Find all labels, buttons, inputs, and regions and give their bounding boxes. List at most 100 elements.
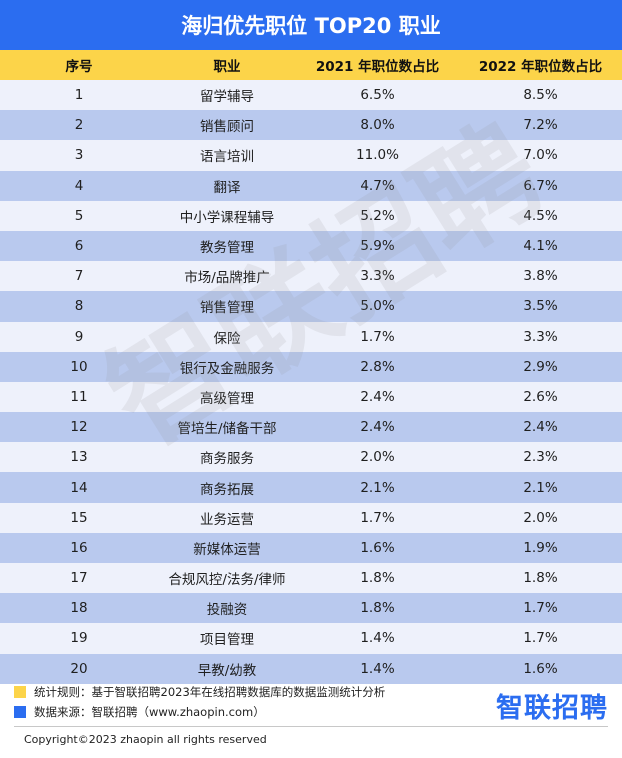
cell-rank: 4: [74, 177, 84, 194]
table-row: 15 业务运营 1.7% 2.0%: [0, 502, 622, 533]
table-row: 13 商务服务 2.0% 2.3%: [0, 442, 622, 473]
cell-job: 业务运营: [200, 511, 254, 528]
cell-2021: 5.9%: [360, 238, 395, 255]
cell-2022: 2.9%: [523, 358, 558, 375]
cell-job: 中小学课程辅导: [179, 209, 275, 226]
table-row: 17 合规风控/法务/律师 1.8% 1.8%: [0, 563, 622, 594]
table-row: 1 留学辅导 6.5% 8.5%: [0, 80, 622, 111]
note-source-text: 数据来源：智联招聘（www.zhaopin.com）: [34, 705, 265, 719]
cell-2022: 8.5%: [523, 87, 558, 104]
cell-job: 早教/幼教: [197, 662, 257, 679]
cell-2021: 1.4%: [360, 660, 395, 677]
cell-rank: 8: [74, 298, 84, 315]
table-row: 18 投融资 1.8% 1.7%: [0, 593, 622, 624]
table-row: 2 销售顾问 8.0% 7.2%: [0, 110, 622, 141]
cell-2021: 1.8%: [360, 570, 395, 587]
cell-2021: 5.0%: [360, 298, 395, 315]
cell-rank: 18: [70, 600, 88, 617]
cell-2022: 2.0%: [523, 509, 558, 526]
cell-job: 商务服务: [200, 451, 254, 468]
cell-2021: 1.7%: [360, 328, 395, 345]
table-row: 4 翻译 4.7% 6.7%: [0, 170, 622, 201]
cell-job: 新媒体运营: [193, 541, 261, 558]
cell-2021: 2.4%: [360, 388, 395, 405]
cell-job: 市场/品牌推广: [184, 270, 270, 287]
table-header-row: 序号 职业 2021 年职位数占比 2022 年职位数占比: [0, 50, 622, 80]
cell-2021: 6.5%: [360, 87, 395, 104]
cell-job: 管培生/储备干部: [177, 421, 277, 438]
note-rule-text: 统计规则：基于智联招聘2023年在线招聘数据库的数据监测统计分析: [34, 685, 386, 699]
cell-2021: 2.4%: [360, 419, 395, 436]
cell-2021: 5.2%: [360, 207, 395, 224]
cell-2022: 1.7%: [523, 630, 558, 647]
cell-job: 合规风控/法务/律师: [168, 572, 286, 589]
table-row: 12 管培生/储备干部 2.4% 2.4%: [0, 412, 622, 443]
cell-2021: 2.1%: [360, 479, 395, 496]
divider: [14, 726, 608, 727]
cell-2022: 6.7%: [523, 177, 558, 194]
cell-job: 销售顾问: [200, 119, 254, 136]
table-row: 14 商务拓展 2.1% 2.1%: [0, 472, 622, 503]
cell-job: 销售管理: [200, 300, 254, 317]
cell-rank: 2: [74, 117, 84, 134]
cell-rank: 1: [74, 87, 84, 104]
cell-2022: 7.0%: [523, 147, 558, 164]
table-row: 7 市场/品牌推广 3.3% 3.8%: [0, 261, 622, 292]
cell-rank: 10: [70, 358, 88, 375]
table-row: 3 语言培训 11.0% 7.0%: [0, 140, 622, 171]
cell-job: 翻译: [213, 179, 241, 196]
table-row: 10 银行及金融服务 2.8% 2.9%: [0, 351, 622, 382]
table-row: 11 高级管理 2.4% 2.6%: [0, 381, 622, 413]
cell-2022: 3.5%: [523, 298, 558, 315]
cell-2022: 2.1%: [523, 479, 558, 496]
cell-job: 高级管理: [200, 390, 254, 407]
table-row: 6 教务管理 5.9% 4.1%: [0, 230, 622, 262]
cell-2021: 2.8%: [360, 358, 395, 375]
table-row: 8 销售管理 5.0% 3.5%: [0, 291, 622, 322]
cell-rank: 11: [70, 388, 88, 405]
table-row: 20 早教/幼教 1.4% 1.6%: [0, 653, 622, 684]
page-title: 海归优先职位 TOP20 职业: [0, 0, 622, 50]
cell-job: 保险: [213, 330, 241, 347]
cell-2021: 1.4%: [360, 630, 395, 647]
cell-2022: 4.1%: [523, 238, 558, 255]
cell-job: 银行及金融服务: [179, 360, 275, 377]
table-row: 19 项目管理 1.4% 1.7%: [0, 623, 622, 654]
cell-rank: 19: [70, 630, 88, 647]
cell-2022: 4.5%: [523, 207, 558, 224]
cell-job: 商务拓展: [200, 481, 254, 498]
table-row: 9 保险 1.7% 3.3%: [0, 321, 622, 352]
cell-rank: 12: [70, 419, 88, 436]
cell-rank: 9: [74, 328, 84, 345]
cell-2022: 1.9%: [523, 539, 558, 556]
cell-2021: 2.0%: [360, 449, 395, 466]
cell-2022: 3.8%: [523, 268, 558, 285]
cell-rank: 14: [70, 479, 88, 496]
yellow-square-icon: [14, 686, 26, 698]
cell-2021: 11.0%: [356, 147, 399, 164]
header-rank: 序号: [65, 59, 93, 75]
header-2021: 2021 年职位数占比: [315, 59, 440, 75]
cell-rank: 20: [70, 660, 88, 677]
cell-2022: 3.3%: [523, 328, 558, 345]
table-row: 16 新媒体运营 1.6% 1.9%: [0, 532, 622, 563]
cell-job: 教务管理: [200, 240, 254, 257]
cell-2021: 1.6%: [360, 539, 395, 556]
brand-logo: 智联招聘: [496, 693, 608, 724]
table-row: 5 中小学课程辅导 5.2% 4.5%: [0, 200, 622, 231]
cell-2021: 1.8%: [360, 600, 395, 617]
cell-2022: 7.2%: [523, 117, 558, 134]
cell-rank: 7: [74, 268, 84, 285]
cell-job: 投融资: [206, 602, 248, 619]
note-rule: 统计规则：基于智联招聘2023年在线招聘数据库的数据监测统计分析: [14, 684, 385, 700]
cell-rank: 15: [70, 509, 88, 526]
cell-2022: 1.8%: [523, 570, 558, 587]
copyright: Copyright©2023 zhaopin all rights reserv…: [24, 733, 267, 746]
header-2022: 2022 年职位数占比: [478, 59, 603, 75]
cell-rank: 6: [74, 238, 84, 255]
cell-rank: 13: [70, 449, 88, 466]
note-source: 数据来源：智联招聘（www.zhaopin.com）: [14, 704, 265, 720]
cell-rank: 16: [70, 539, 88, 556]
cell-rank: 17: [70, 570, 88, 587]
cell-2021: 3.3%: [360, 268, 395, 285]
